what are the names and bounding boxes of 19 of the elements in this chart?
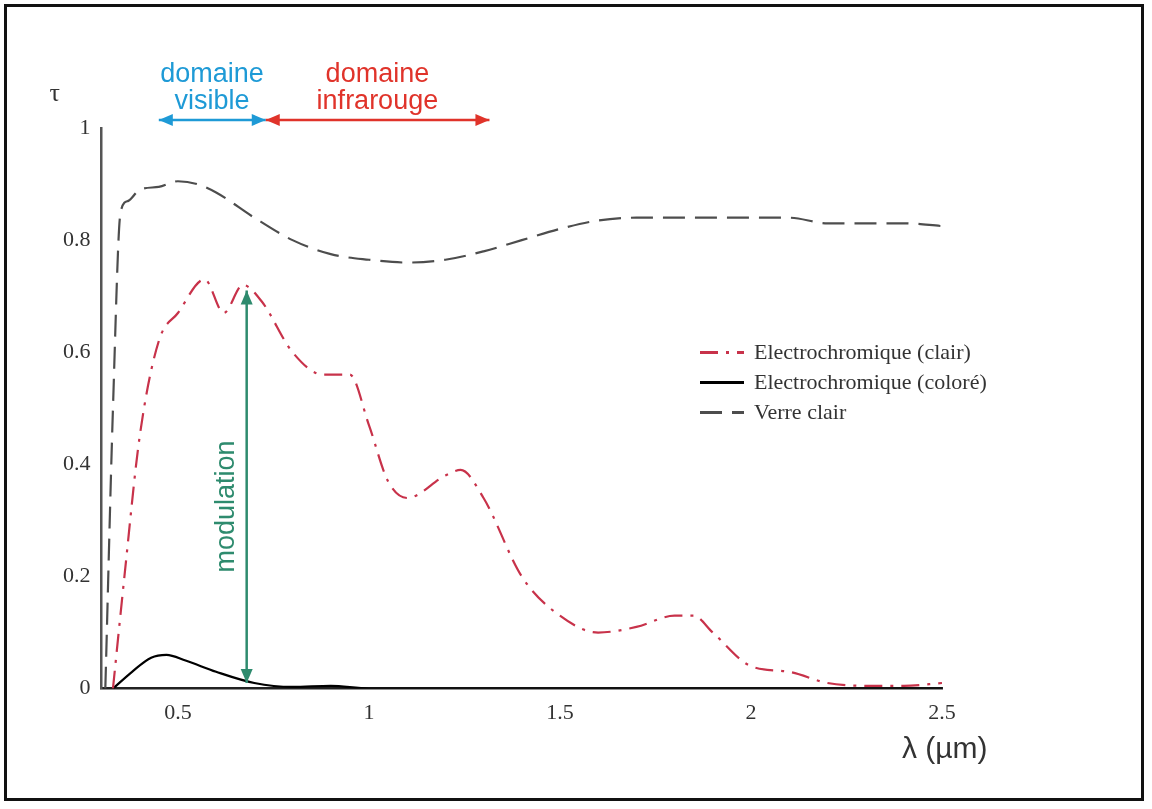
- x-tick-label: 0.5: [164, 698, 192, 724]
- annotation: modulation: [209, 440, 240, 573]
- x-axis-title: λ (µm): [902, 730, 988, 765]
- legend-label: Verre clair: [754, 399, 847, 426]
- legend-label: Electrochromique (clair): [754, 339, 971, 366]
- legend-label: Electrochromique (coloré): [754, 369, 987, 396]
- y-tick-label: 0.2: [63, 562, 91, 588]
- y-tick-label: 0.4: [63, 450, 91, 476]
- x-tick-label: 2: [745, 698, 757, 724]
- x-tick-label: 1.5: [546, 698, 574, 724]
- y-tick-label: 0: [79, 674, 91, 700]
- text: domaine visible: [160, 58, 264, 115]
- y-tick-label: 0.8: [63, 225, 91, 251]
- x-tick-label: 2.5: [928, 698, 956, 724]
- y-axis-title: τ: [49, 78, 60, 108]
- x-tick-label: 1: [363, 698, 375, 724]
- y-tick-label: 0.6: [63, 338, 91, 364]
- y-tick-label: 1: [79, 113, 91, 139]
- text: domaine infrarouge: [316, 58, 439, 115]
